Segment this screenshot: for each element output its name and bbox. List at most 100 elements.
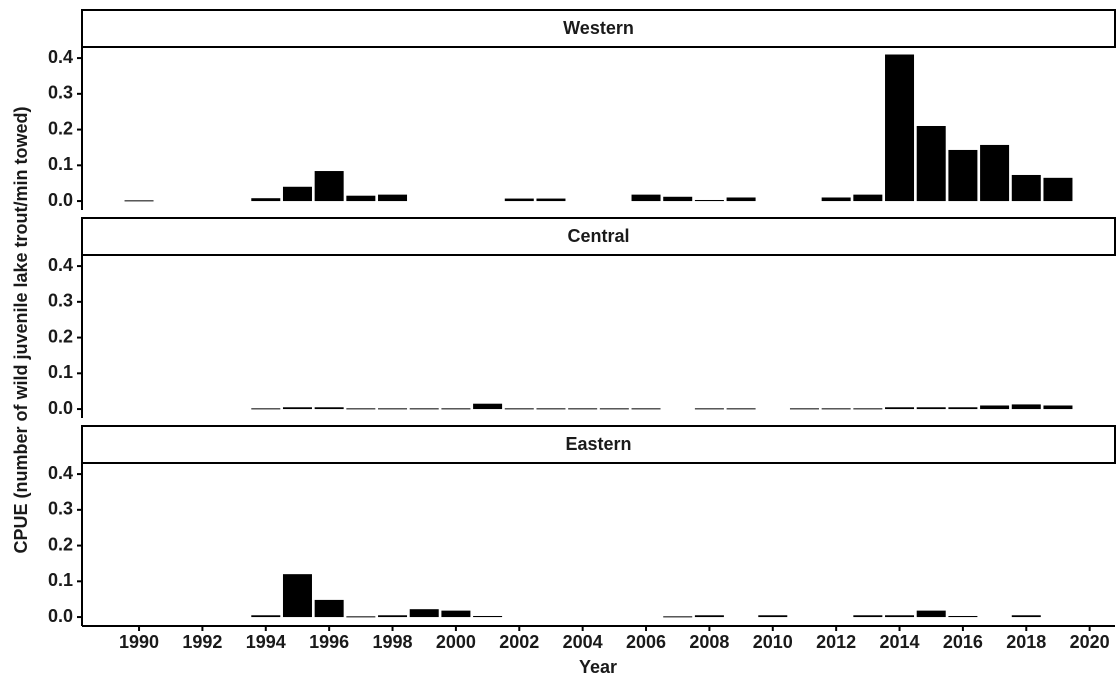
y-tick-label: 0.2 <box>48 534 73 554</box>
bar <box>314 171 344 202</box>
bar <box>948 407 978 410</box>
bar <box>599 408 629 410</box>
bar <box>694 199 724 202</box>
bar <box>124 200 154 202</box>
y-tick-label: 0.1 <box>48 570 73 590</box>
bar <box>536 408 566 410</box>
bar <box>346 408 376 410</box>
bar <box>346 616 376 618</box>
bar <box>821 197 851 202</box>
x-tick-label: 1992 <box>182 632 222 652</box>
y-tick-label: 0.0 <box>48 398 73 418</box>
bar <box>473 403 503 410</box>
y-tick-label: 0.3 <box>48 83 73 103</box>
y-tick-label: 0.0 <box>48 606 73 626</box>
x-tick-label: 2000 <box>436 632 476 652</box>
x-tick-label: 1990 <box>119 632 159 652</box>
y-tick-label: 0.3 <box>48 499 73 519</box>
x-tick-label: 2008 <box>689 632 729 652</box>
bar <box>916 610 946 618</box>
bar <box>378 194 408 202</box>
y-tick-label: 0.3 <box>48 291 73 311</box>
bar <box>536 198 566 202</box>
bar <box>568 408 598 410</box>
bar <box>885 615 915 618</box>
bar <box>282 407 312 410</box>
bar <box>663 616 693 618</box>
x-tick-label: 2010 <box>753 632 793 652</box>
y-tick-label: 0.4 <box>48 47 73 67</box>
bar <box>441 610 471 618</box>
bar <box>980 144 1010 202</box>
bar <box>853 615 883 618</box>
bar <box>314 407 344 410</box>
x-tick-label: 2012 <box>816 632 856 652</box>
bar <box>409 408 439 410</box>
bar <box>409 609 439 618</box>
bar <box>885 407 915 410</box>
bar <box>1011 174 1041 202</box>
bar <box>821 408 851 410</box>
y-tick-label: 0.1 <box>48 154 73 174</box>
bar <box>251 408 281 410</box>
strip <box>81 425 1116 464</box>
x-tick-label: 2004 <box>563 632 603 652</box>
strip <box>81 217 1116 256</box>
panel-title: Central <box>567 226 629 246</box>
x-tick-label: 1998 <box>373 632 413 652</box>
strip <box>81 9 1116 48</box>
bar <box>282 186 312 202</box>
bar <box>473 615 503 618</box>
bar <box>1043 405 1073 410</box>
bar <box>282 574 312 618</box>
bar <box>885 54 915 202</box>
x-tick-label: 2018 <box>1006 632 1046 652</box>
y-tick-label: 0.4 <box>48 255 73 275</box>
y-tick-label: 0.2 <box>48 118 73 138</box>
bar <box>726 197 756 202</box>
x-tick-label: 1996 <box>309 632 349 652</box>
bar <box>631 194 661 202</box>
bar <box>789 408 819 410</box>
y-tick-label: 0.2 <box>48 326 73 346</box>
x-tick-label: 2014 <box>880 632 920 652</box>
bar <box>631 408 661 410</box>
bar <box>346 195 376 202</box>
bar <box>916 125 946 202</box>
x-tick-label: 1994 <box>246 632 286 652</box>
x-tick-label: 2006 <box>626 632 666 652</box>
bar <box>441 408 471 410</box>
bar <box>504 198 534 202</box>
bar <box>853 408 883 410</box>
panel-title: Western <box>563 18 634 38</box>
x-tick-label: 2016 <box>943 632 983 652</box>
bar <box>314 599 344 618</box>
bar <box>1011 615 1041 618</box>
x-tick-label: 2020 <box>1070 632 1110 652</box>
bar <box>948 149 978 202</box>
bar <box>980 405 1010 410</box>
y-tick-label: 0.4 <box>48 463 73 483</box>
panel-title: Eastern <box>565 434 631 454</box>
x-axis-label: Year <box>579 657 617 677</box>
bar <box>1043 177 1073 202</box>
y-axis-label: CPUE (number of wild juvenile lake trout… <box>11 106 31 553</box>
bar <box>251 615 281 618</box>
y-tick-label: 0.0 <box>48 190 73 210</box>
bar <box>694 408 724 410</box>
bar <box>378 408 408 410</box>
bar <box>504 408 534 410</box>
bar <box>663 196 693 202</box>
bar <box>1011 404 1041 410</box>
bar <box>251 198 281 202</box>
x-tick-label: 2002 <box>499 632 539 652</box>
bar <box>853 194 883 202</box>
bar <box>916 407 946 410</box>
bar <box>726 408 756 410</box>
bar <box>694 615 724 618</box>
bar <box>948 615 978 618</box>
y-tick-label: 0.1 <box>48 362 73 382</box>
bar <box>758 615 788 618</box>
bar <box>378 615 408 618</box>
